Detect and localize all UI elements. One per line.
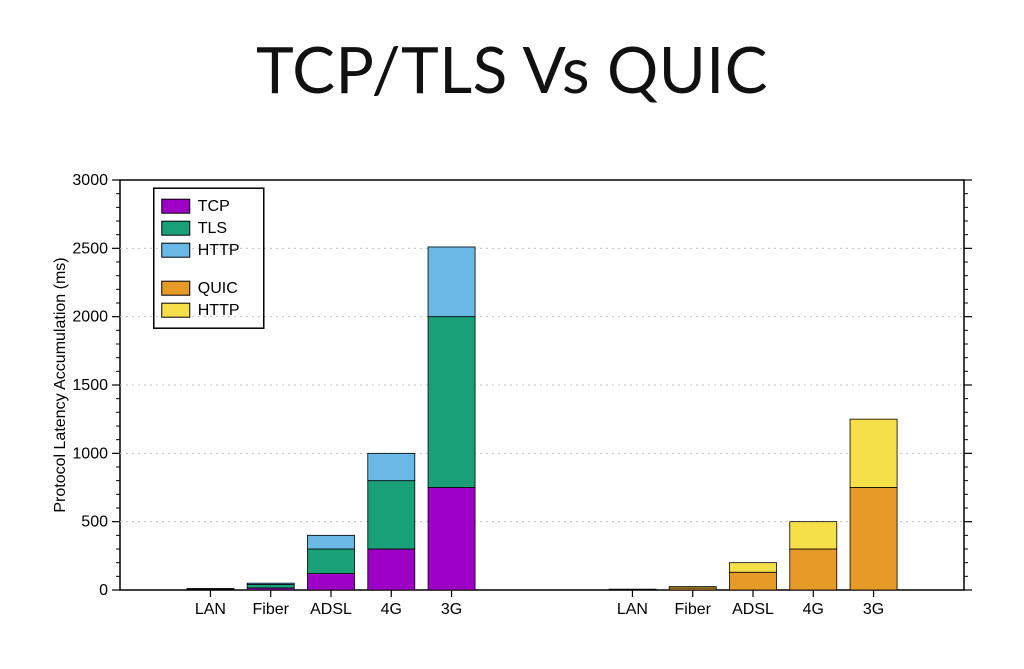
legend-swatch — [162, 199, 190, 213]
y-tick-label: 3000 — [72, 172, 108, 189]
bar-segment — [669, 587, 716, 588]
bar-segment — [850, 419, 897, 487]
y-tick-label: 2500 — [72, 240, 108, 257]
latency-chart: 0 500 1000 1500 2000 2500 3000 LAN Fiber ADSL 4G 3G… — [40, 170, 984, 640]
bar-segment — [307, 535, 354, 549]
x-tick-label: 3G — [441, 601, 462, 618]
bar-segment — [790, 522, 837, 549]
legend-swatch — [162, 221, 190, 235]
legend-label: HTTP — [198, 242, 240, 259]
x-tick-label: 4G — [803, 601, 824, 618]
bar-segment — [428, 317, 475, 488]
bar-segment — [428, 247, 475, 317]
y-tick-label: 1000 — [72, 445, 108, 462]
y-tick-label: 0 — [99, 582, 108, 599]
legend-label: HTTP — [198, 302, 240, 319]
page-title: TCP/TLS Vs QUIC — [0, 0, 1024, 107]
bar-segment — [247, 583, 294, 584]
legend-label: TCP — [198, 198, 230, 215]
bar-segment — [368, 481, 415, 549]
legend-swatch — [162, 281, 190, 295]
bar-segment — [729, 563, 776, 573]
y-tick-label: 1500 — [72, 377, 108, 394]
y-tick-label: 2000 — [72, 309, 108, 326]
y-tick-label: 500 — [81, 514, 108, 531]
bar-segment — [428, 488, 475, 591]
bar-segment — [307, 574, 354, 590]
x-tick-label: Fiber — [252, 601, 289, 618]
legend-swatch — [162, 303, 190, 317]
bar-segment — [790, 549, 837, 590]
x-tick-label: ADSL — [310, 601, 352, 618]
bar-segment — [307, 549, 354, 574]
bar-segment — [368, 549, 415, 590]
chart-svg: 0 500 1000 1500 2000 2500 3000 LAN Fiber ADSL 4G 3G… — [40, 170, 984, 640]
bar-segment — [850, 488, 897, 591]
legend-swatch — [162, 243, 190, 257]
x-tick-label: LAN — [195, 601, 226, 618]
legend-label: QUIC — [198, 280, 238, 297]
x-tick-label: 4G — [381, 601, 402, 618]
x-tick-label: 3G — [863, 601, 884, 618]
x-tick-label: Fiber — [674, 601, 711, 618]
bar-segment — [729, 572, 776, 590]
x-tick-label: LAN — [617, 601, 648, 618]
bar-segment — [368, 453, 415, 480]
bar-segment — [247, 585, 294, 588]
y-axis-label: Protocol Latency Accumulation (ms) — [52, 257, 69, 512]
slide: TCP/TLS Vs QUIC 0 500 1000 1500 2000 2500 3000… — [0, 0, 1024, 669]
x-tick-label: ADSL — [732, 601, 774, 618]
legend-label: TLS — [198, 220, 227, 237]
